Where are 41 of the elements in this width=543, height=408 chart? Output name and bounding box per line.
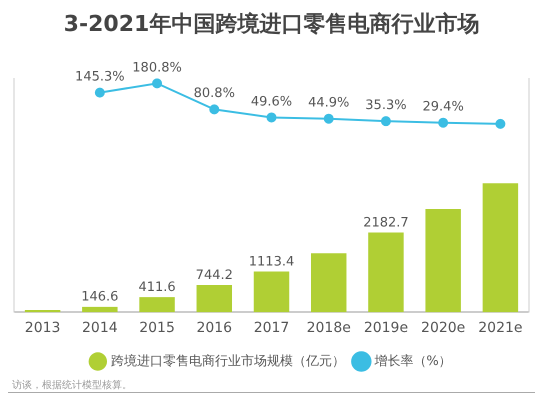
bar — [196, 285, 232, 312]
point — [324, 114, 334, 124]
legend-label: 增长率（%） — [373, 352, 452, 369]
data-label: 29.4% — [422, 100, 464, 115]
data-label: 744.2 — [196, 268, 233, 283]
bar — [139, 297, 175, 312]
data-label: 35.3% — [365, 98, 407, 114]
data-label: 411.6 — [138, 280, 176, 296]
x-tick-label: 2014 — [82, 320, 118, 336]
text: 访谈，根据统计模型核算。 — [8, 378, 535, 393]
data-label: 44.9% — [308, 96, 350, 111]
point — [266, 112, 276, 122]
bar — [254, 272, 290, 312]
point — [209, 104, 220, 114]
point — [152, 78, 162, 88]
legend-label: 跨境进口零售电商行业市场规模（亿元） — [110, 352, 345, 369]
x-tick-label: 2019e — [364, 320, 408, 336]
data-label: 1113.4 — [248, 254, 294, 270]
data-label: 146.6 — [81, 290, 118, 305]
x-tick-label: 2015 — [139, 320, 175, 336]
bar — [482, 183, 518, 312]
bar — [425, 209, 461, 312]
x-tick-label: 2020e — [421, 320, 466, 336]
point — [380, 116, 391, 126]
chart-title: 3-2021年中国跨境进口零售电商行业市场 — [64, 10, 480, 37]
data-label: 2182.7 — [363, 215, 409, 230]
point — [438, 118, 448, 128]
x-tick-label: 2016 — [196, 320, 232, 336]
point — [94, 88, 105, 98]
data-label: 145.3% — [75, 69, 125, 84]
bar — [310, 253, 346, 312]
x-tick-label: 2018e — [306, 320, 351, 336]
x-tick-label: 2017 — [254, 320, 290, 336]
x-tick-label: 2021e — [478, 320, 523, 336]
point — [495, 118, 506, 129]
data-label: 49.6% — [250, 94, 292, 110]
data-label: 180.8% — [132, 60, 182, 76]
bar — [368, 232, 404, 312]
x-tick-label: 2013 — [24, 320, 60, 336]
data-label: 80.8% — [194, 86, 235, 102]
bar — [82, 306, 118, 312]
